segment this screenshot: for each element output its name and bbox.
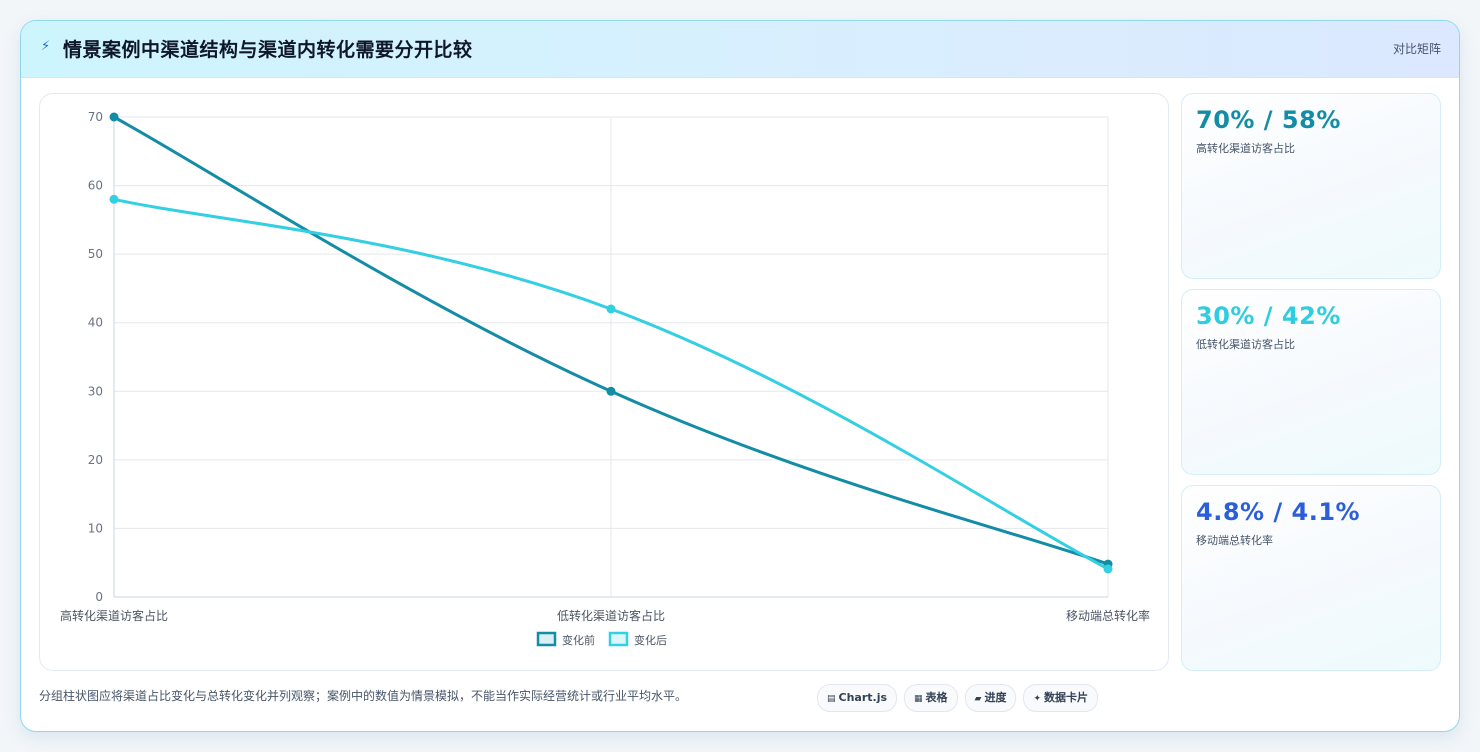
legend-swatch: [608, 631, 629, 647]
tag-label: 表格: [925, 691, 948, 704]
panel-header: ⚡ 情景案例中渠道结构与渠道内转化需要分开比较 对比矩阵: [21, 21, 1459, 78]
stat-value: 4.8% / 4.1%: [1196, 498, 1361, 526]
legend-label: 变化前: [562, 633, 595, 647]
x-tick-label: 低转化渠道访客占比: [557, 608, 665, 623]
data-point: [606, 386, 616, 396]
stat-value: 30% / 42%: [1196, 302, 1341, 330]
comparison-panel: ⚡ 情景案例中渠道结构与渠道内转化需要分开比较 对比矩阵 0 10 20 30 40 50…: [20, 20, 1460, 732]
stat-card-mobile-conversion: 4.8% / 4.1% 移动端总转化率: [1181, 485, 1441, 671]
y-tick-label: 30: [88, 384, 103, 398]
chart-card: 0 10 20 30 40 50 60 70 高转化渠道访客占比 低转化渠道访客占比 移动端总转化率…: [39, 93, 1169, 671]
x-tick-label: 移动端总转化率: [1066, 608, 1150, 623]
data-point: [606, 304, 616, 314]
stat-label: 移动端总转化率: [1196, 534, 1273, 547]
data-point: [109, 194, 119, 204]
legend-swatch: [536, 631, 557, 647]
line-chart: 0 10 20 30 40 50 60 70 高转化渠道访客占比 低转化渠道访客占比 移动端总转化率…: [60, 110, 1150, 647]
y-tick-label: 0: [95, 590, 103, 604]
stat-card-low-channel: 30% / 42% 低转化渠道访客占比: [1181, 289, 1441, 475]
stat-card-high-channel: 70% / 58% 高转化渠道访客占比: [1181, 93, 1441, 279]
x-tick-label: 高转化渠道访客占比: [60, 608, 168, 623]
y-tick-label: 50: [88, 247, 103, 261]
stat-label: 低转化渠道访客占比: [1196, 338, 1295, 351]
data-point: [1103, 564, 1113, 574]
tag-label: Chart.js: [838, 691, 888, 704]
zap-icon: ⚡: [41, 39, 51, 54]
y-tick-label: 70: [88, 110, 103, 124]
tag-label: 进度: [984, 691, 1007, 704]
y-tick-label: 10: [88, 521, 103, 535]
tech-tags: ▤ Chart.js ▦ 表格 ▰ 进度 ✦ 数据卡片: [817, 684, 1105, 712]
footer-note: 分组柱状图应将渠道占比变化与总转化变化并列观察；案例中的数值为情景模拟，不能当作…: [39, 689, 688, 703]
data-point: [109, 112, 119, 122]
legend-label: 变化后: [634, 633, 667, 647]
sparkle-icon: ✦: [1033, 694, 1042, 704]
y-tick-label: 60: [88, 179, 103, 193]
table-icon: ▦: [914, 694, 923, 704]
view-mode-label: 对比矩阵: [1392, 42, 1441, 56]
y-tick-label: 40: [88, 316, 103, 330]
y-tick-label: 20: [88, 453, 103, 467]
progress-icon: ▰: [974, 694, 982, 704]
tag-progress[interactable]: ▰ 进度: [964, 684, 1017, 712]
chart-icon: ▤: [827, 694, 836, 704]
panel-title: 情景案例中渠道结构与渠道内转化需要分开比较: [63, 39, 473, 61]
tag-table[interactable]: ▦ 表格: [904, 684, 958, 712]
stat-value: 70% / 58%: [1196, 106, 1341, 134]
tag-chartjs[interactable]: ▤ Chart.js: [817, 684, 898, 712]
tag-data-cards[interactable]: ✦ 数据卡片: [1023, 684, 1099, 712]
stat-label: 高转化渠道访客占比: [1196, 142, 1295, 155]
tag-label: 数据卡片: [1044, 691, 1089, 704]
